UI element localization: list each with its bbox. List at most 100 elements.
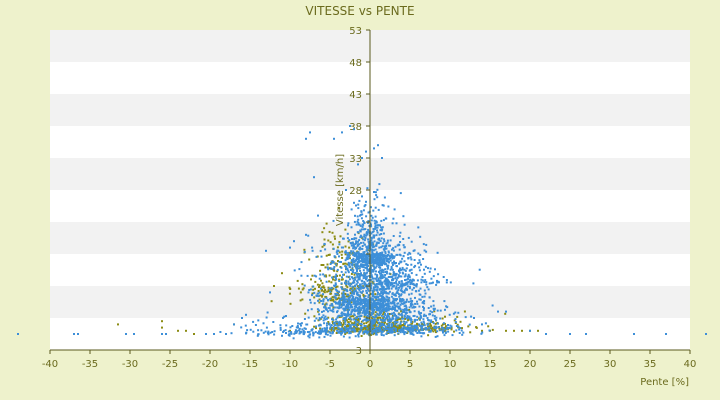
data-point [354,272,357,274]
data-point [340,282,343,285]
data-point [367,296,370,299]
data-point [403,268,406,271]
data-point [402,238,405,240]
data-point [347,328,350,331]
data-point [323,243,326,246]
data-point [397,274,400,277]
data-point [357,265,360,268]
data-point [342,323,345,326]
data-point [359,234,362,237]
data-point [400,302,403,305]
data-point [366,266,368,269]
data-point [374,248,377,251]
data-point [453,319,456,322]
data-point [257,329,260,332]
data-point [439,317,442,320]
data-point [355,330,358,333]
data-point [382,291,384,294]
data-point [395,222,398,225]
data-point [364,311,367,313]
data-point [390,265,393,268]
data-point [351,310,354,313]
data-point [375,320,378,323]
data-point [372,330,375,332]
data-point [381,245,384,248]
data-point [359,230,362,233]
data-point [289,302,292,305]
data-point [353,246,356,249]
data-point [341,250,344,253]
data-point [425,314,427,317]
data-point [370,325,373,328]
data-point [387,286,390,289]
data-point [357,278,360,281]
data-point [405,278,408,281]
data-point [459,320,462,323]
data-point [387,266,389,269]
data-point [430,329,433,332]
data-point [323,291,326,294]
data-point [416,279,419,282]
x-tick-label: 10 [444,359,457,370]
data-point [133,333,135,335]
data-point [408,276,411,279]
data-point [341,302,344,304]
data-point [443,328,446,331]
data-point [329,304,332,307]
data-point [443,334,446,337]
data-point [346,263,349,266]
data-point [412,329,415,332]
data-point [161,326,163,329]
data-point [328,307,331,310]
data-point [404,274,407,277]
data-point [378,266,381,269]
data-point [308,258,311,261]
data-point [358,248,361,251]
data-point [391,316,394,319]
data-point [348,254,351,257]
data-point [321,310,323,313]
data-point [361,245,364,247]
data-point [300,274,303,277]
data-point [348,251,351,254]
data-point [447,324,449,326]
data-point [402,299,405,302]
data-point [382,257,385,260]
data-point [342,318,345,321]
data-point [366,233,369,236]
data-point [366,327,369,330]
data-point [348,313,351,316]
data-point [379,304,382,307]
data-point [356,281,359,284]
data-point [355,223,358,226]
data-point [374,293,377,296]
data-point [400,260,403,263]
data-point [345,281,348,284]
data-point [356,264,359,267]
data-point [385,247,388,250]
data-point [379,316,382,319]
data-point [321,282,324,285]
data-point [433,315,436,318]
data-point [354,214,356,217]
data-point [356,270,358,273]
data-point [354,304,357,307]
data-point [366,307,368,310]
data-point [357,335,360,338]
data-point [294,329,297,332]
x-axis-label: Pente [%] [640,377,689,388]
data-point [297,287,300,290]
data-point [325,328,328,330]
data-point [374,273,377,276]
data-point [386,308,389,311]
data-point [326,317,329,320]
data-point [384,318,387,321]
data-point [376,327,379,330]
data-point [338,241,341,244]
data-point [362,209,365,212]
data-point [301,283,304,286]
data-point [356,220,359,223]
data-point [395,285,398,288]
data-point [288,292,291,295]
data-point [354,301,357,304]
